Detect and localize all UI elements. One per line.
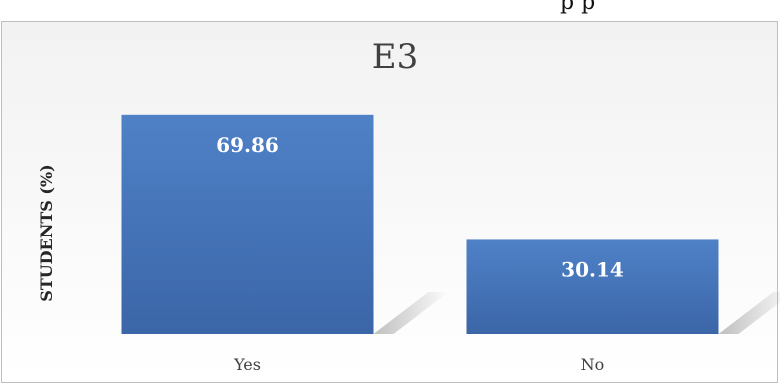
bar-no [466,239,719,334]
data-label-yes: 69.86 [216,133,279,157]
x-tick-label-no: No [581,355,605,374]
text-fragment: p p [0,0,780,22]
y-axis-label: STUDENTS (%) [37,164,56,301]
bar-shadow-yes [373,292,449,334]
cut-off-text: p p [560,0,596,15]
data-label-no: 30.14 [561,257,624,281]
bar-yes [121,114,374,335]
bar-shadow-no [718,292,780,334]
bars-group: 69.86 Yes 30.14 No [121,114,780,374]
x-tick-label-yes: Yes [233,355,261,374]
chart-title: E3 [372,37,418,77]
